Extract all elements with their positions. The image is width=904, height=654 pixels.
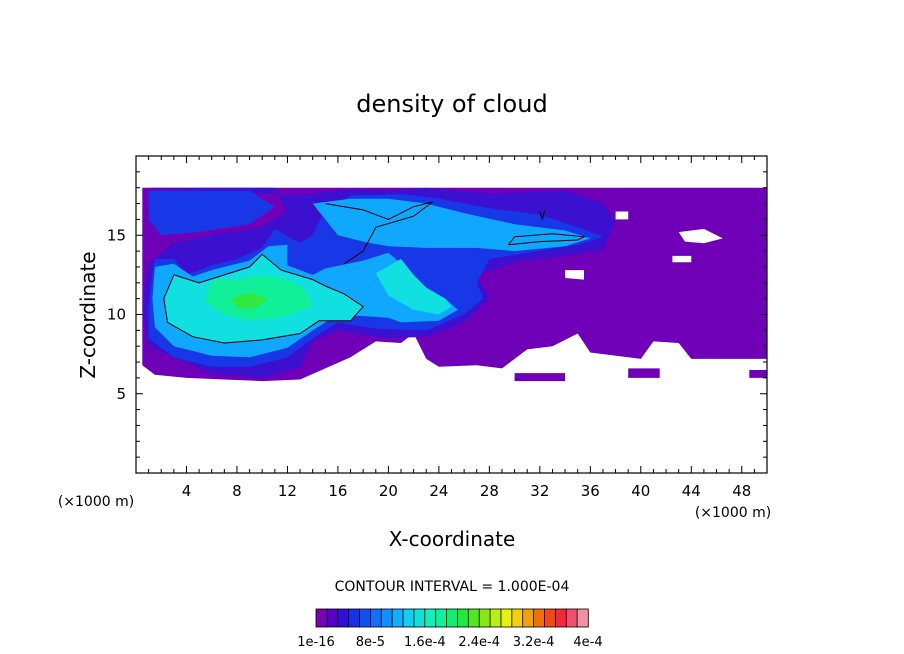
y-axis-label: Z-coordinate xyxy=(76,251,100,378)
colorbar-swatch xyxy=(315,608,328,628)
x-tick-label: 24 xyxy=(429,482,448,500)
density-region-8 xyxy=(312,198,591,252)
colorbar-label: 3.2e-4 xyxy=(513,635,555,650)
colorbar-swatch xyxy=(424,608,437,628)
colorbar-label: 1e-16 xyxy=(297,635,335,650)
y-tick-label: 15 xyxy=(107,226,126,244)
contour-line-2 xyxy=(507,233,586,246)
colorbar-swatch xyxy=(544,608,557,628)
contour-line-1 xyxy=(325,201,433,265)
clear-patch-0 xyxy=(615,211,629,220)
y-tick-label: 10 xyxy=(107,306,126,324)
x-tick-label: 40 xyxy=(631,482,650,500)
colorbar-swatch xyxy=(467,608,480,628)
clear-patch-2 xyxy=(565,270,584,280)
colorbar-swatch xyxy=(359,608,372,628)
colorbar-swatch xyxy=(380,608,393,628)
colorbar-swatch xyxy=(565,608,578,628)
colorbar-swatch xyxy=(576,608,589,628)
colorbar-swatch xyxy=(435,608,448,628)
x-axis-label: X-coordinate xyxy=(389,527,516,551)
colorbar-label: 4e-4 xyxy=(573,635,602,650)
colorbar-swatch xyxy=(489,608,502,628)
density-region-10 xyxy=(375,259,452,315)
z-unit-label: (×1000 m) xyxy=(58,494,134,510)
colorbar-label: 8e-5 xyxy=(356,635,385,650)
colorbar-swatch xyxy=(533,608,546,628)
x-tick-label: 4 xyxy=(182,482,192,500)
x-unit-label: (×1000 m) xyxy=(695,505,771,521)
y-tick-label: 5 xyxy=(116,385,126,403)
colorbar-swatch xyxy=(391,608,404,628)
colorbar-swatch xyxy=(348,608,361,628)
x-tick-label: 36 xyxy=(581,482,600,500)
chart-title: density of cloud xyxy=(356,90,547,118)
contour-interval-text: CONTOUR INTERVAL = 1.000E-04 xyxy=(335,579,570,595)
colorbar-swatch xyxy=(554,608,567,628)
clear-patch-3 xyxy=(672,255,692,263)
colorbar-swatch xyxy=(369,608,382,628)
density-region-5 xyxy=(148,190,275,236)
colorbar-swatch xyxy=(478,608,491,628)
x-tick-label: 32 xyxy=(530,482,549,500)
colorbar-label: 2.4e-4 xyxy=(458,635,500,650)
density-region-12 xyxy=(230,292,269,309)
colorbar: 1e-16 8e-5 1.6e-4 2.4e-4 3.2e-4 4e-4 xyxy=(297,608,603,650)
colorbar-swatch xyxy=(500,608,513,628)
contour-line-0 xyxy=(163,253,364,344)
x-tick-label: 12 xyxy=(278,482,297,500)
x-tick-label: 44 xyxy=(682,482,701,500)
colorbar-swatch xyxy=(413,608,426,628)
clear-patch-1 xyxy=(678,228,723,244)
colorbar-swatch xyxy=(511,608,524,628)
x-tick-label: 20 xyxy=(379,482,398,500)
colorbar-swatch xyxy=(457,608,470,628)
x-tick-label: 16 xyxy=(328,482,347,500)
density-region-1 xyxy=(749,370,767,378)
x-tick-label: 8 xyxy=(232,482,242,500)
density-region-2 xyxy=(628,368,660,378)
x-tick-label: 28 xyxy=(480,482,499,500)
x-tick-label: 48 xyxy=(732,482,751,500)
contour-line-3 xyxy=(539,209,546,222)
colorbar-label: 1.6e-4 xyxy=(404,635,446,650)
colorbar-swatch xyxy=(522,608,535,628)
colorbar-swatch xyxy=(326,608,339,628)
colorbar-swatch xyxy=(446,608,459,628)
colorbar-swatch xyxy=(402,608,415,628)
density-region-3 xyxy=(514,373,566,382)
colorbar-swatch xyxy=(337,608,350,628)
